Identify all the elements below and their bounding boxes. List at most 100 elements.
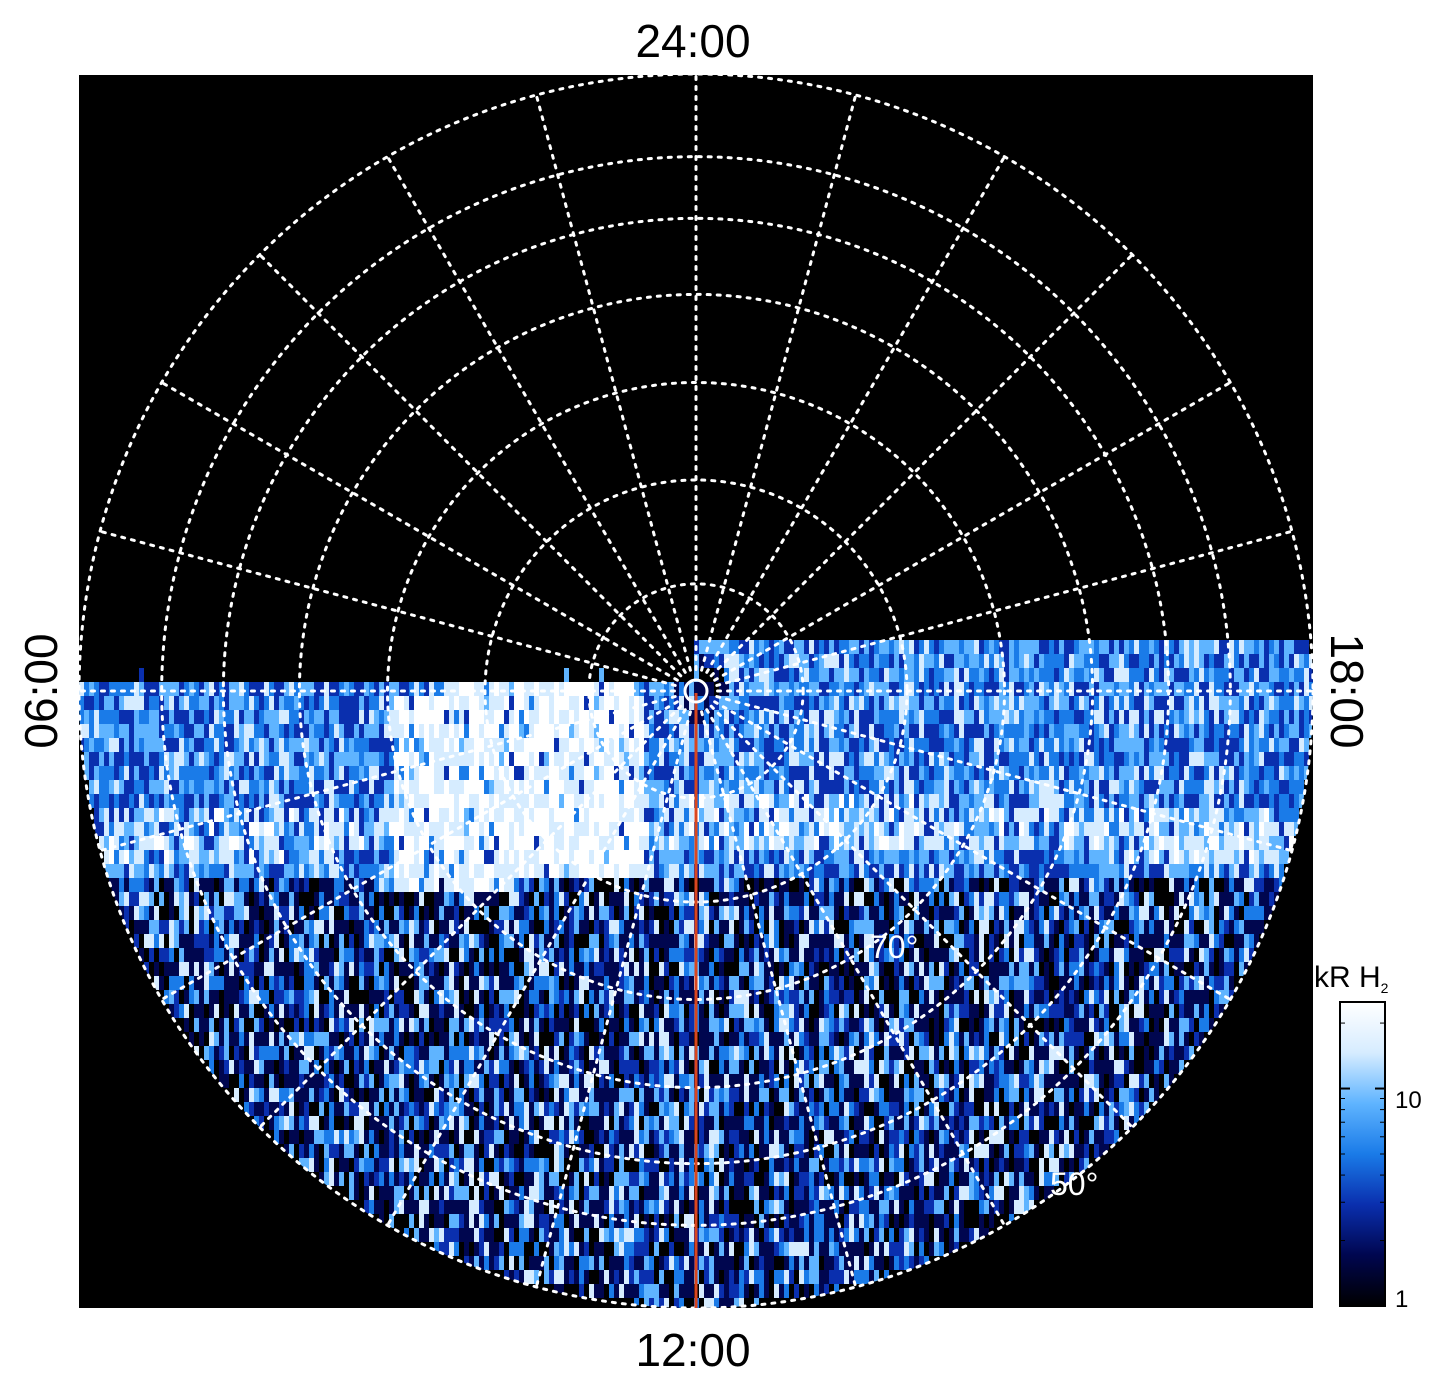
heatmap-cell [414, 766, 419, 780]
heatmap-cell [999, 682, 1004, 696]
heatmap-cell [759, 738, 764, 752]
heatmap-cell [239, 906, 244, 920]
heatmap-cell [664, 682, 669, 696]
heatmap-cell [714, 752, 719, 766]
heatmap-cell [314, 682, 319, 696]
heatmap-cell [1274, 808, 1279, 822]
heatmap-cell [244, 752, 249, 766]
heatmap-cell [134, 934, 139, 948]
heatmap-cell [749, 682, 754, 696]
heatmap-cell [1244, 920, 1249, 934]
heatmap-cell [449, 920, 454, 934]
heatmap-cell [959, 780, 964, 794]
heatmap-cell [1149, 850, 1154, 864]
heatmap-cell [1219, 752, 1224, 766]
heatmap-cell [399, 962, 404, 976]
heatmap-cell [459, 766, 464, 780]
heatmap-cell [294, 724, 299, 738]
heatmap-cell [164, 724, 169, 738]
heatmap-cell [1134, 654, 1139, 668]
heatmap-cell [1209, 682, 1214, 696]
heatmap-cell [1084, 864, 1089, 878]
heatmap-cell [454, 696, 459, 710]
heatmap-cell [934, 920, 939, 934]
heatmap-cell [949, 850, 954, 864]
heatmap-cell [1109, 850, 1114, 864]
heatmap-cell [404, 808, 409, 822]
heatmap-cell [264, 836, 269, 850]
heatmap-cell [714, 738, 719, 752]
heatmap-cell [704, 654, 709, 668]
heatmap-cell [744, 934, 749, 948]
heatmap-cell [604, 906, 609, 920]
heatmap-cell [339, 752, 344, 766]
heatmap-cell [504, 836, 509, 850]
heatmap-cell [724, 850, 729, 864]
heatmap-cell [744, 724, 749, 738]
heatmap-cell [1309, 668, 1313, 682]
heatmap-cell [584, 780, 589, 794]
heatmap-cell [1309, 696, 1313, 710]
heatmap-cell [134, 696, 139, 710]
heatmap-cell [129, 682, 134, 696]
heatmap-cell [704, 864, 709, 878]
heatmap-cell [1014, 696, 1019, 710]
heatmap-cell [279, 892, 284, 906]
heatmap-cell [769, 710, 774, 724]
heatmap-cell [229, 780, 234, 794]
heatmap-cell [469, 696, 474, 710]
heatmap-cell [669, 864, 674, 878]
heatmap-cell [1139, 948, 1144, 962]
heatmap-cell [479, 724, 484, 738]
heatmap-cell [814, 878, 819, 892]
heatmap-cell [469, 710, 474, 724]
heatmap-cell [109, 710, 114, 724]
heatmap-cell [1059, 850, 1064, 864]
heatmap-cell [869, 878, 874, 892]
heatmap-cell [814, 808, 819, 822]
heatmap-cell [359, 696, 364, 710]
heatmap-cell [484, 766, 489, 780]
heatmap-cell [439, 682, 444, 696]
heatmap-cell [969, 668, 974, 682]
heatmap-cell [1239, 752, 1244, 766]
heatmap-cell [1274, 696, 1279, 710]
heatmap-cell [349, 934, 354, 948]
heatmap-cell [964, 654, 969, 668]
heatmap-cell [889, 906, 894, 920]
heatmap-cell [174, 934, 179, 948]
heatmap-cell [1004, 864, 1009, 878]
heatmap-cell [1094, 906, 1099, 920]
heatmap-cell [1194, 752, 1199, 766]
heatmap-cell [969, 864, 974, 878]
heatmap-cell [449, 696, 454, 710]
heatmap-cell [584, 738, 589, 752]
heatmap-cell [874, 668, 879, 682]
heatmap-cell [114, 850, 119, 864]
heatmap-cell [514, 878, 519, 892]
heatmap-cell [1159, 696, 1164, 710]
heatmap-cell [84, 766, 89, 780]
heatmap-cell [219, 738, 224, 752]
heatmap-cell [854, 906, 859, 920]
heatmap-cell [1279, 836, 1284, 850]
heatmap-cell [884, 738, 889, 752]
heatmap-cell [684, 836, 689, 850]
heatmap-cell [1254, 864, 1259, 878]
heatmap-cell [279, 682, 284, 696]
heatmap-cell [539, 696, 544, 710]
heatmap-cell [274, 920, 279, 934]
heatmap-cell [649, 808, 654, 822]
heatmap-cell [459, 934, 464, 948]
heatmap-cell [849, 934, 854, 948]
heatmap-cell [374, 822, 379, 836]
heatmap-cell [719, 752, 724, 766]
heatmap-cell [194, 752, 199, 766]
heatmap-cell [434, 906, 439, 920]
heatmap-cell [99, 794, 104, 808]
heatmap-cell [1239, 822, 1244, 836]
heatmap-cell [114, 780, 119, 794]
heatmap-cell [1259, 794, 1264, 808]
heatmap-cell [759, 934, 764, 948]
heatmap-cell [254, 696, 259, 710]
